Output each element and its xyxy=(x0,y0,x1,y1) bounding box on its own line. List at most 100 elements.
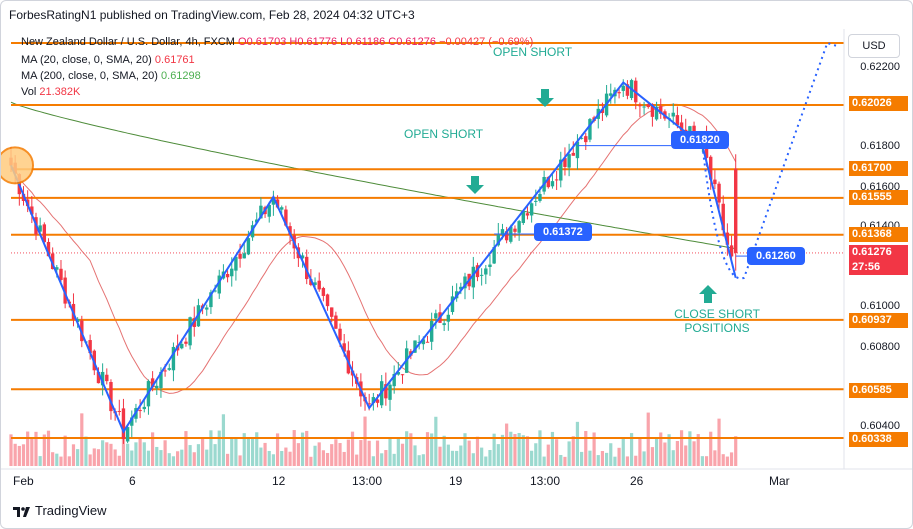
volume-bar xyxy=(600,451,605,466)
current-price-tag: 0.61276 xyxy=(849,245,908,260)
volume-bar xyxy=(275,433,280,466)
buy-arrow-icon xyxy=(699,285,717,303)
volume-bar xyxy=(638,438,642,466)
candle-body xyxy=(446,314,451,322)
legend-change: −0.00427 (−0.69%) xyxy=(439,36,534,48)
volume-bar xyxy=(675,440,679,466)
candle-body xyxy=(180,343,184,349)
volume-bar xyxy=(59,456,63,466)
price-tick: 0.60400 xyxy=(860,420,900,432)
volume-bar xyxy=(538,430,542,466)
volume-bar xyxy=(721,454,725,466)
legend-symbol-row: New Zealand Dollar / U.S. Dollar, 4h, FX… xyxy=(21,36,533,48)
volume-bar xyxy=(467,440,471,466)
volume-bar xyxy=(259,447,263,466)
volume-bar xyxy=(450,450,455,466)
volume-bar xyxy=(21,444,26,466)
candle-body xyxy=(450,296,455,313)
volume-bar xyxy=(171,456,176,466)
annotation-open-short-mid: OPEN SHORT xyxy=(404,127,484,141)
volume-bar xyxy=(196,444,201,466)
candle-body xyxy=(205,307,209,310)
volume-bar xyxy=(438,446,442,466)
volume-bar xyxy=(592,432,596,466)
volume-bar xyxy=(371,456,375,466)
volume-bar xyxy=(309,456,313,466)
annotation-open-short-top: OPEN SHORT xyxy=(493,45,573,59)
candle-body xyxy=(721,203,725,231)
candle-body xyxy=(546,177,550,188)
candle-body xyxy=(554,179,559,181)
volume-bar xyxy=(217,430,221,466)
volume-bar xyxy=(375,440,380,466)
legend-ma20-label: MA (20, close, 0, SMA, 20) xyxy=(21,54,152,66)
volume-bar xyxy=(384,450,388,466)
volume-bar xyxy=(688,431,692,466)
volume-bar xyxy=(334,439,338,466)
candle-body xyxy=(692,125,696,136)
candle-body xyxy=(325,294,330,307)
volume-bar xyxy=(55,453,59,466)
candle-body xyxy=(496,234,501,246)
volume-bar xyxy=(521,435,525,466)
candle-body xyxy=(96,371,101,384)
candle-body xyxy=(729,245,734,257)
volume-bar xyxy=(200,437,205,466)
volume-bar xyxy=(167,453,171,466)
volume-bar xyxy=(271,454,275,466)
volume-bar xyxy=(496,444,500,466)
volume-bar xyxy=(654,437,659,466)
legend-symbol: New Zealand Dollar / U.S. Dollar, 4h, FX… xyxy=(21,36,235,48)
volume-bar xyxy=(159,450,163,466)
candle-body xyxy=(242,253,246,259)
volume-bar xyxy=(296,443,300,466)
candle-body xyxy=(30,206,34,215)
volume-bar xyxy=(580,451,584,466)
volume-bar xyxy=(434,416,438,466)
level-tag: 0.61368 xyxy=(849,227,908,242)
volume-bar xyxy=(634,455,638,466)
volume-bar xyxy=(34,431,38,466)
volume-bar xyxy=(692,441,696,466)
volume-bar xyxy=(513,434,517,466)
volume-bar xyxy=(267,450,271,466)
candle-body xyxy=(513,228,517,232)
volume-bar xyxy=(417,455,421,466)
volume-bar xyxy=(138,438,142,466)
volume-bar xyxy=(659,432,663,466)
candle-body xyxy=(330,307,334,317)
candle-body xyxy=(275,199,280,208)
candle-body xyxy=(109,382,113,412)
candle-body xyxy=(709,156,713,180)
volume-bar xyxy=(671,450,675,466)
price-tick: 0.61800 xyxy=(860,140,900,152)
volume-bar xyxy=(17,445,21,466)
volume-bar xyxy=(184,431,188,466)
volume-bar xyxy=(525,436,530,466)
volume-bar xyxy=(492,433,496,466)
volume-bar xyxy=(238,455,242,466)
level-tag: 0.61555 xyxy=(849,190,908,205)
volume-bar xyxy=(609,443,613,466)
candle-body xyxy=(563,158,567,167)
annotation-close-short-line2: POSITIONS xyxy=(684,321,750,335)
volume-bar xyxy=(234,438,238,466)
candle-body xyxy=(617,92,621,94)
volume-bar xyxy=(388,438,392,466)
level-tag: 0.60937 xyxy=(849,313,908,328)
volume-bar xyxy=(729,452,734,466)
currency-button[interactable]: USD xyxy=(848,34,900,58)
sell-arrow-icon xyxy=(536,89,554,107)
candle-body xyxy=(475,265,480,278)
candle-body xyxy=(150,378,155,388)
ma200-line xyxy=(10,101,736,250)
volume-bar xyxy=(355,454,359,466)
volume-bar xyxy=(255,432,259,466)
candle-body xyxy=(717,183,721,203)
volume-bar xyxy=(142,442,146,466)
candle-body xyxy=(209,292,213,308)
volume-bar xyxy=(76,449,80,466)
candle-body xyxy=(159,371,163,389)
candle-body xyxy=(575,141,580,159)
